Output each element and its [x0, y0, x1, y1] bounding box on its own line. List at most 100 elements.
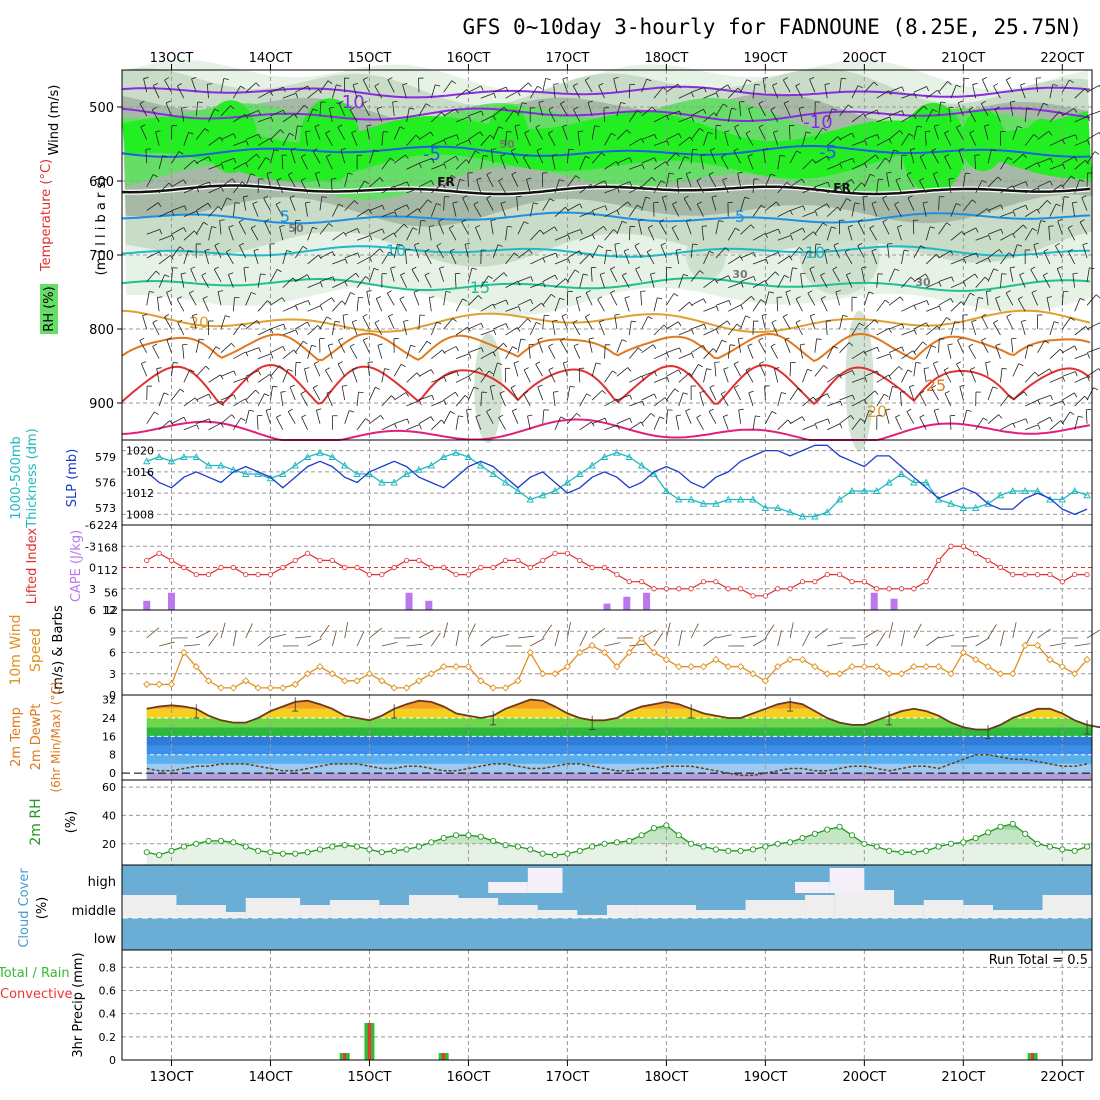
cloud-middle-block — [300, 905, 330, 918]
wind-barb-flag — [792, 267, 798, 270]
wind-barb-flag — [833, 242, 839, 246]
wind-barb — [789, 388, 799, 401]
wind-barb-flag — [1033, 242, 1039, 245]
wind-barb-flag — [627, 367, 632, 372]
wind-barb-flag — [528, 343, 534, 346]
wind-speed-point — [934, 663, 943, 671]
wind-barb-flag — [875, 154, 879, 160]
li-point — [577, 557, 583, 564]
wind-speed-point — [167, 680, 176, 689]
wind-barb — [171, 227, 184, 235]
cape-bar — [890, 598, 898, 610]
wind-barb — [975, 257, 989, 265]
wind-barb-flag — [464, 242, 470, 245]
wind-barb — [610, 292, 618, 306]
rh-tick-label: 40 — [102, 809, 116, 822]
isotherm-line — [121, 107, 1091, 122]
wind-barb-flag — [831, 226, 837, 229]
wind-barb — [394, 418, 408, 425]
wind-barb-flag — [374, 320, 380, 324]
wind-barb-flag — [1001, 368, 1008, 370]
wind-barb — [305, 131, 308, 146]
wind-barb — [839, 415, 852, 425]
wind-barb-flag — [275, 201, 281, 205]
wind-barb — [789, 227, 803, 235]
wind-barb-flag — [635, 266, 641, 270]
wind-speed-point — [675, 663, 683, 671]
rh-point — [1084, 843, 1091, 850]
wind-barb — [369, 149, 375, 164]
wind-barb-flag — [626, 129, 631, 134]
wind-barb-flag — [948, 177, 954, 180]
wind-speed-point — [316, 663, 324, 671]
contour-label: 30 — [915, 276, 931, 289]
wind-barb-flag — [721, 339, 727, 343]
wind-barb — [294, 340, 304, 353]
wind-barb — [1025, 162, 1038, 170]
wind-barb-flag — [944, 130, 950, 134]
rh-point — [960, 839, 967, 846]
temp-tick-label: 0 — [109, 767, 116, 780]
wind-barb — [1037, 416, 1051, 425]
wind-barb — [233, 417, 242, 430]
wind-barb-flag — [998, 249, 1003, 254]
wind-barb-flag — [218, 290, 224, 293]
cloud-middle-block — [577, 915, 607, 918]
wind-barb — [180, 273, 185, 288]
wind-barb — [591, 125, 595, 140]
wind-barb — [604, 370, 613, 383]
wind-speed-point — [353, 677, 361, 685]
wind-barb-flag — [499, 390, 505, 394]
wind-barb — [995, 345, 1001, 359]
wind-barb-flag — [797, 388, 803, 392]
wind-barb-flag — [183, 227, 187, 233]
wind-barb — [987, 176, 999, 188]
wind-barb — [839, 179, 852, 188]
wind-barb-flag — [800, 343, 806, 346]
rh-low-area — [845, 310, 874, 451]
wind-barb — [802, 159, 813, 170]
wind-barb-flag — [490, 384, 496, 387]
wind-barb-flag — [498, 177, 504, 182]
wind-barb — [1012, 391, 1025, 401]
wind-barb — [628, 110, 638, 123]
wind-barb-flag — [755, 415, 761, 418]
wind-barb — [575, 297, 581, 312]
contour-label: 30 — [732, 268, 748, 281]
thickness-point — [241, 470, 250, 477]
cape-bar — [405, 592, 413, 610]
li-point — [601, 564, 608, 571]
wind-barb — [245, 389, 256, 401]
wind-barb-flag — [411, 266, 417, 270]
wind-speed-point — [600, 648, 609, 657]
thickness-point — [910, 478, 918, 486]
wind-barb — [448, 227, 457, 241]
wind-barb — [332, 258, 346, 265]
rh-point — [551, 852, 559, 859]
wind-barb — [233, 85, 241, 99]
wind-barb — [1037, 180, 1051, 188]
wind-barb — [678, 301, 690, 312]
wind-barb — [959, 386, 964, 401]
wind-barb-flag — [850, 415, 855, 420]
wind-barb-flag — [260, 273, 266, 276]
temp-tick-label: 8 — [109, 749, 116, 762]
wind-barb — [714, 362, 717, 377]
wind-barb-flag — [660, 180, 666, 184]
wind-barb — [715, 220, 720, 235]
wind-barb — [572, 322, 581, 336]
wind-barb — [901, 114, 914, 123]
wind-barb — [737, 338, 742, 353]
wind-barb — [542, 198, 551, 211]
wind-barb — [326, 393, 333, 407]
wind-barb-flag — [155, 130, 161, 133]
wind-barb — [406, 424, 420, 431]
wind-barb — [406, 345, 411, 359]
wind-barb-flag — [402, 82, 408, 86]
rh-point — [762, 843, 769, 850]
wind-barb-flag — [215, 346, 221, 350]
wind-barb — [987, 249, 1000, 259]
wind-barb-flag — [1087, 353, 1090, 359]
wind-barb — [196, 202, 209, 211]
